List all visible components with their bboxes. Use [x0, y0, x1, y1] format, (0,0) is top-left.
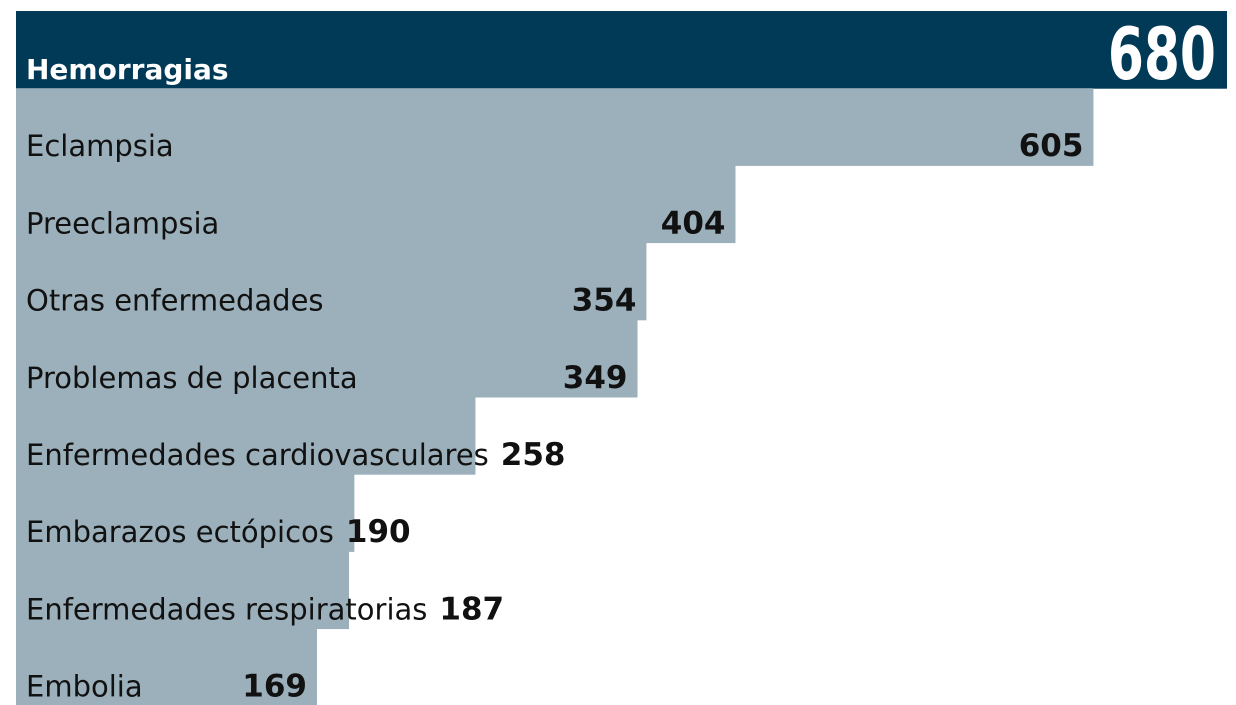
value-label: 169 — [242, 669, 307, 705]
category-label: Embolia — [26, 670, 143, 704]
value-label: 258 — [501, 437, 566, 473]
bar — [16, 319, 638, 398]
value-label: 349 — [563, 360, 628, 396]
bar — [16, 242, 647, 321]
category-label: Hemorragias — [26, 53, 229, 86]
value-label: 190 — [346, 514, 411, 550]
category-label: Embarazos ectópicos — [26, 515, 334, 549]
bar — [16, 628, 317, 705]
category-label: Otras enfermedades — [26, 284, 324, 318]
category-label: Problemas de placenta — [26, 361, 358, 395]
bar — [16, 88, 1094, 166]
bar — [16, 11, 1227, 89]
category-label: Enfermedades cardiovasculares — [26, 438, 489, 472]
value-label: 187 — [439, 591, 504, 627]
bar — [16, 397, 476, 475]
category-label: Eclampsia — [26, 129, 174, 163]
bar — [16, 165, 736, 244]
value-label: 605 — [1019, 128, 1084, 164]
value-label: 354 — [572, 283, 637, 319]
bar — [16, 551, 350, 630]
category-label: Preeclampsia — [26, 206, 219, 240]
category-label: Enfermedades respiratorias — [26, 592, 427, 626]
value-label: 680 — [1108, 12, 1216, 96]
value-label: 404 — [661, 205, 726, 241]
bar — [16, 474, 355, 552]
